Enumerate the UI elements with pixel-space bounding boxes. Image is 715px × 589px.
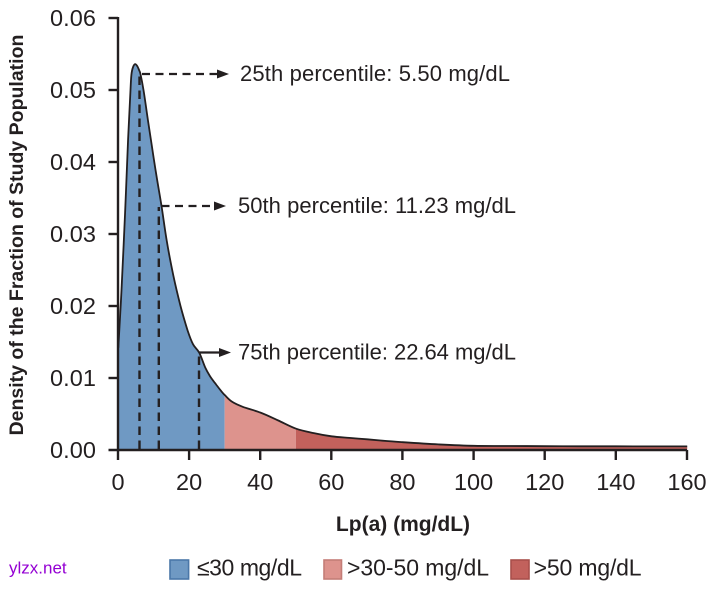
svg-text:0.04: 0.04 xyxy=(50,149,96,175)
svg-text:100: 100 xyxy=(454,469,493,495)
svg-text:20: 20 xyxy=(176,469,202,495)
svg-text:80: 80 xyxy=(389,469,415,495)
svg-text:Lp(a) (mg/dL): Lp(a) (mg/dL) xyxy=(336,513,470,536)
svg-text:0.03: 0.03 xyxy=(50,221,96,247)
svg-text:25th percentile: 5.50 mg/dL: 25th percentile: 5.50 mg/dL xyxy=(240,61,510,86)
svg-text:>50 mg/dL: >50 mg/dL xyxy=(534,555,642,581)
svg-text:60: 60 xyxy=(318,469,344,495)
svg-text:50th percentile: 11.23 mg/dL: 50th percentile: 11.23 mg/dL xyxy=(238,193,516,218)
svg-text:>30-50 mg/dL: >30-50 mg/dL xyxy=(347,555,489,581)
svg-text:≤30 mg/dL: ≤30 mg/dL xyxy=(197,555,302,581)
svg-text:120: 120 xyxy=(525,469,564,495)
svg-text:0.06: 0.06 xyxy=(50,5,96,31)
svg-text:Density of the Fraction of Stu: Density of the Fraction of Study Populat… xyxy=(6,35,28,436)
svg-text:0.01: 0.01 xyxy=(50,365,96,391)
svg-text:0.02: 0.02 xyxy=(50,293,96,319)
svg-text:40: 40 xyxy=(247,469,273,495)
svg-text:160: 160 xyxy=(667,469,706,495)
svg-text:140: 140 xyxy=(596,469,635,495)
svg-text:0: 0 xyxy=(111,469,124,495)
svg-text:0.05: 0.05 xyxy=(50,77,96,103)
svg-text:ylzx.net: ylzx.net xyxy=(9,559,67,578)
svg-text:0.00: 0.00 xyxy=(50,437,96,463)
svg-text:75th percentile: 22.64 mg/dL: 75th percentile: 22.64 mg/dL xyxy=(238,340,516,365)
